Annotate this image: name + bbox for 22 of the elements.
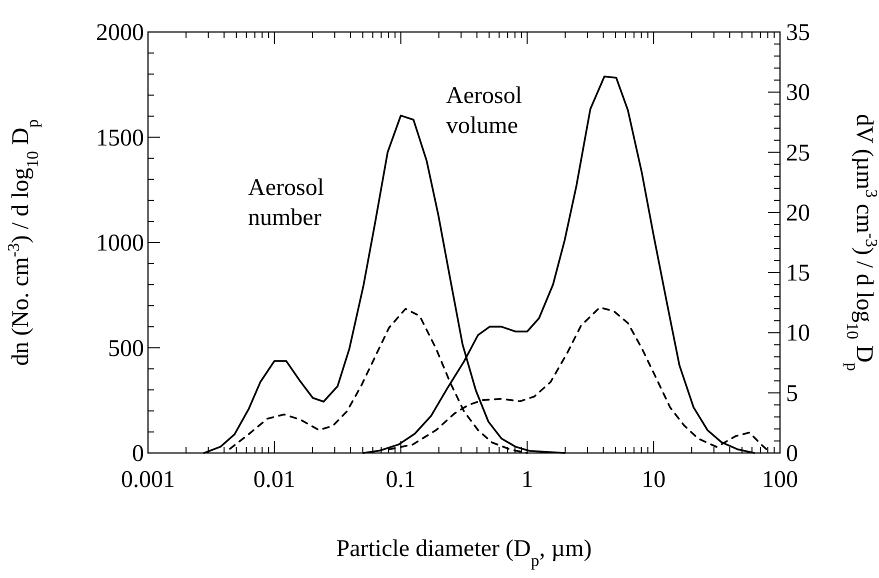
y-tick-label: 500 <box>108 336 144 362</box>
y2-tick-label: 35 <box>786 20 810 46</box>
annotation: Aerosol number <box>248 175 324 231</box>
y2-tick-label: 25 <box>786 140 810 166</box>
x-tick-label: 1 <box>521 467 534 493</box>
y-tick-label: 0 <box>132 441 144 467</box>
y2-tick-label: 0 <box>786 441 798 467</box>
x-axis-title: Particle diameter (D$_{p}$, µm) <box>336 536 592 570</box>
annotation: Aerosol volume <box>446 83 522 139</box>
y-tick-label: 2000 <box>96 20 144 46</box>
x-tick-label: 10 <box>642 467 666 493</box>
y-tick-label: 1000 <box>96 230 144 256</box>
y2-tick-label: 5 <box>786 380 798 407</box>
x-tick-label: 0.001 <box>121 467 175 493</box>
y2-tick-label: 15 <box>786 260 810 287</box>
y2-tick-label: 10 <box>786 320 810 347</box>
x-tick-label: 0.01 <box>253 467 296 493</box>
y2-tick-label: 20 <box>786 200 810 226</box>
y-tick-label: 1500 <box>96 125 144 152</box>
y2-tick-label: 30 <box>786 80 810 106</box>
x-tick-label: 0.1 <box>386 467 416 493</box>
x-tick-label: 100 <box>762 467 798 493</box>
